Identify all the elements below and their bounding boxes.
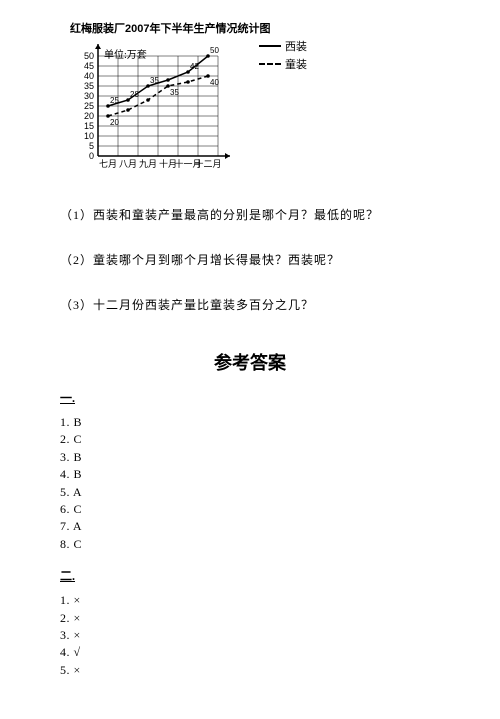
svg-text:25: 25	[84, 101, 94, 111]
legend-item-dashed: 童装	[259, 56, 307, 72]
answer-item: 5. ×	[60, 662, 440, 679]
question-3: （3）十二月份西装产量比童装多百分之几？	[60, 296, 440, 313]
section1-answers: 1. B2. C3. B4. B5. A6. C7. A8. C	[60, 414, 440, 553]
svg-text:10: 10	[84, 131, 94, 141]
answers-title: 参考答案	[60, 349, 440, 375]
svg-text:15: 15	[84, 121, 94, 131]
svg-text:50: 50	[210, 46, 219, 55]
answer-item: 3. ×	[60, 627, 440, 644]
svg-text:八月: 八月	[119, 159, 137, 169]
svg-text:35: 35	[150, 76, 159, 85]
svg-text:九月: 九月	[139, 159, 157, 169]
answer-item: 4. B	[60, 466, 440, 483]
svg-text:5: 5	[89, 141, 94, 151]
svg-text:28: 28	[130, 90, 139, 99]
svg-text:单位:万套: 单位:万套	[104, 48, 147, 61]
legend-swatch-dashed	[259, 63, 281, 65]
svg-text:50: 50	[84, 51, 94, 61]
svg-text:七月: 七月	[99, 159, 117, 169]
legend-label-solid: 西装	[285, 38, 307, 54]
svg-text:45: 45	[84, 61, 94, 71]
svg-text:42: 42	[190, 62, 199, 71]
answer-item: 2. C	[60, 431, 440, 448]
answer-item: 8. C	[60, 536, 440, 553]
legend-item-solid: 西装	[259, 38, 307, 54]
chart-legend: 西装 童装	[259, 38, 307, 74]
answer-item: 1. ×	[60, 592, 440, 609]
svg-text:40: 40	[84, 71, 94, 81]
answer-item: 1. B	[60, 414, 440, 431]
page: 红梅服装厂2007年下半年生产情况统计图 5101520253035404550…	[0, 0, 500, 719]
question-2: （2）童装哪个月到哪个月增长得最快？西装呢？	[60, 251, 440, 268]
answer-item: 7. A	[60, 518, 440, 535]
svg-text:十二月: 十二月	[194, 158, 221, 169]
answer-item: 3. B	[60, 449, 440, 466]
section2-answers: 1. ×2. ×3. ×4. √5. ×	[60, 592, 440, 679]
answer-item: 5. A	[60, 484, 440, 501]
svg-text:0: 0	[89, 151, 94, 161]
chart-row: 51015202530354045500七月八月九月十月十一月十二月单位:万套2…	[70, 38, 440, 178]
svg-text:35: 35	[84, 81, 94, 91]
svg-text:35: 35	[170, 88, 179, 97]
svg-text:25: 25	[110, 96, 119, 105]
svg-text:20: 20	[84, 111, 94, 121]
section2-label: 二.	[60, 567, 440, 584]
section1-label: 一.	[60, 389, 440, 406]
answer-item: 6. C	[60, 501, 440, 518]
chart-title: 红梅服装厂2007年下半年生产情况统计图	[70, 20, 440, 36]
chart-block: 红梅服装厂2007年下半年生产情况统计图 5101520253035404550…	[70, 20, 440, 178]
question-1: （1）西装和童装产量最高的分别是哪个月？最低的呢？	[60, 206, 440, 223]
answer-item: 2. ×	[60, 610, 440, 627]
legend-label-dashed: 童装	[285, 56, 307, 72]
svg-text:40: 40	[210, 78, 219, 87]
line-chart: 51015202530354045500七月八月九月十月十一月十二月单位:万套2…	[70, 38, 255, 178]
svg-text:30: 30	[84, 91, 94, 101]
legend-swatch-solid	[259, 45, 281, 47]
svg-text:20: 20	[110, 118, 119, 127]
answer-item: 4. √	[60, 644, 440, 661]
